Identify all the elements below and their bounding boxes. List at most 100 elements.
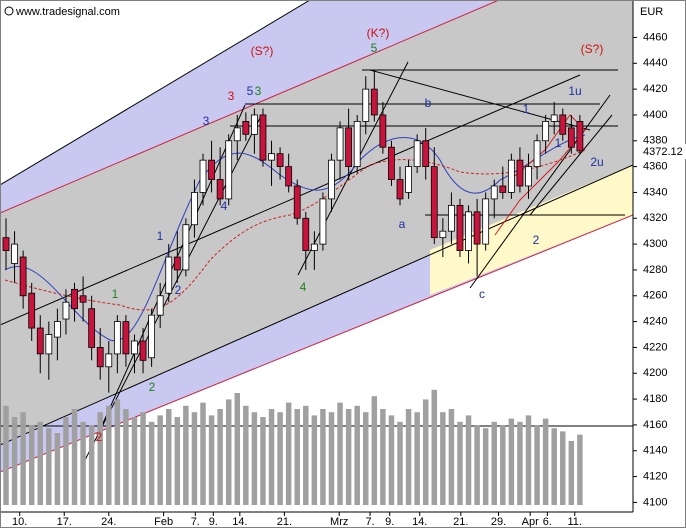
candle [353,114,361,174]
x-tick-label: 14. [412,516,427,528]
volume-bar [397,421,403,505]
candle [233,114,241,161]
y-tick-label: 4260 [643,290,667,302]
volume-bar [140,412,146,505]
x-tick-label: 9. [209,516,218,528]
volume-bar [234,393,241,505]
candle [96,328,104,380]
wave-label: 1 [157,229,164,243]
wave-label: 2u [590,155,603,169]
candle [473,198,481,277]
candle [156,282,164,329]
volume-bar [166,409,172,505]
volume-bar [285,402,292,505]
y-tick-label: 4160 [643,419,667,431]
wave-label: 3 [255,84,262,98]
candle [456,198,464,258]
wave-label: 4 [221,199,228,213]
candle-body [122,321,130,355]
volume-bar [97,412,103,505]
volume-bar [268,409,275,505]
candle-body [293,185,301,219]
candle-body [533,140,541,168]
y-tick-label: 4380 [643,135,667,147]
trend-line [469,94,611,289]
candle [62,289,70,335]
candle-body [507,159,515,193]
y-tick-label: 4140 [643,445,667,457]
trend-line [0,214,633,473]
source: www.tradesignal.com [15,6,120,18]
x-tick-label: Feb [154,516,173,528]
volume-bar [28,425,35,505]
x-tick-label: 6. [543,516,552,528]
volume-bar [431,389,438,505]
x-tick-label: 7. [191,516,200,528]
candle [276,147,284,180]
candle-body [199,159,207,193]
y-tick-label: 4460 [643,31,667,43]
candle-body [113,321,121,355]
last-price-box [634,144,686,159]
wave-label: 5 [371,41,378,55]
wave-label: 1 [555,136,562,150]
volume-bar [465,415,472,505]
candle-body [19,256,27,297]
candle-body [370,88,378,116]
y-tick-label: 4440 [643,57,667,69]
candle-body [62,301,70,320]
candle [310,231,318,270]
volume-bar [11,417,18,505]
volume-bar [123,409,129,505]
volume-bar [20,412,26,505]
candle-body [499,185,507,193]
candle [413,134,421,174]
wave-label: c [479,287,485,301]
candle-body [285,166,293,187]
candle [302,211,310,270]
trend-line [0,0,500,214]
x-tick-label: 29. [491,516,506,528]
candle [507,153,515,199]
candle [53,308,61,361]
candle-body [131,340,138,355]
y-tick-label: 4360 [643,161,667,173]
candle [208,140,215,193]
candle-body [559,114,567,135]
candle-body [430,166,438,239]
candle-body [490,185,498,200]
candle-layer [2,69,584,393]
candle [268,140,275,186]
trend-line [0,74,581,326]
volume-bar [46,428,52,505]
candle-body [139,340,147,361]
wave-label: a [399,217,406,231]
candle [88,295,96,361]
candle-body [88,308,96,348]
candle-body [396,179,404,200]
y-tick-label: 4420 [643,83,667,95]
candle-body [542,121,550,142]
candle-body [353,121,361,168]
candle-body [567,127,575,148]
volume-bar [311,415,318,505]
wave-label: 1u [568,84,581,98]
candle [19,250,27,309]
volume-bar [183,405,189,505]
candle [448,192,455,245]
candle-body [96,347,104,368]
candle-body [422,140,430,168]
volume-bar [474,425,480,505]
last-price: 4372.12 [643,146,683,158]
x-tick-label: Mrz [330,516,348,528]
candle [71,282,78,322]
candle-body [225,140,233,200]
candle [216,147,224,206]
candle-body [11,243,18,264]
candle-body [45,334,53,355]
candle-body [439,230,447,239]
candle [430,147,438,245]
candle [439,218,447,258]
wave-label: (K?) [367,26,390,40]
wave-label: 2 [175,283,182,297]
